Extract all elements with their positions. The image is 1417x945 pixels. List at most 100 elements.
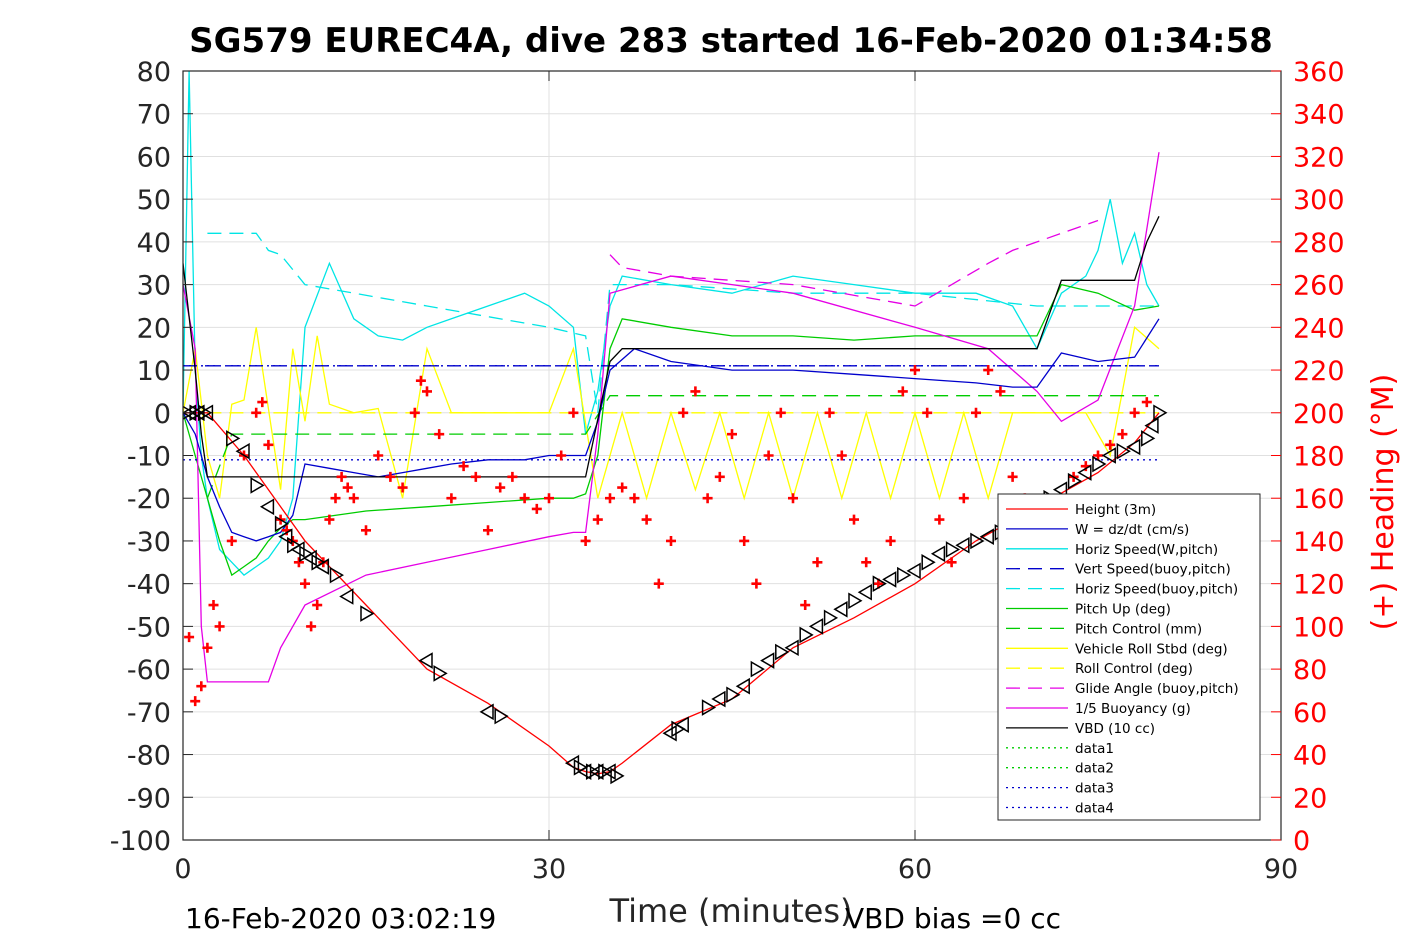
- height-marker: [226, 430, 241, 447]
- heading-point: [751, 578, 762, 589]
- heading-point: [415, 375, 426, 386]
- x-tick-label: 0: [174, 854, 191, 885]
- heading-point: [190, 696, 201, 707]
- legend-entry: Roll Control (deg): [1075, 661, 1193, 677]
- heading-point: [306, 621, 317, 632]
- footer-vbd-bias: VBD bias =0 cc: [845, 902, 1061, 935]
- ticks: 0 30 60 9080706050403020100-10-20-30-40-50-…: [110, 57, 1345, 885]
- heading-point: [196, 681, 207, 692]
- legend-entry: Height (3m): [1075, 502, 1156, 518]
- legend-entry: W = dz/dt (cm/s): [1075, 522, 1189, 538]
- height-marker: [183, 404, 197, 422]
- y-tick-label: 50: [137, 185, 171, 216]
- heading-point: [617, 482, 628, 493]
- y-tick-label: 10: [137, 356, 171, 387]
- heading-point: [702, 493, 713, 504]
- heading-point: [958, 493, 969, 504]
- heading-point: [348, 493, 359, 504]
- heading-point: [897, 386, 908, 397]
- y-right-tick-label: 20: [1293, 783, 1327, 814]
- heading-point: [507, 471, 518, 482]
- heading-point: [409, 407, 420, 418]
- y-right-tick-label: 100: [1293, 612, 1345, 643]
- height-marker: [1144, 417, 1159, 434]
- y-right-tick-label: 220: [1293, 356, 1345, 387]
- height-marker: [674, 716, 689, 733]
- height-marker: [190, 404, 205, 422]
- height-marker: [979, 528, 994, 545]
- height-marker: [750, 660, 765, 678]
- legend-entry: Vert Speed(buoy,pitch): [1075, 562, 1231, 578]
- heading-point: [324, 514, 335, 525]
- heading-point: [788, 493, 798, 504]
- height-marker: [930, 545, 946, 563]
- heading-point: [342, 482, 353, 493]
- y-right-tick-label: 360: [1293, 57, 1345, 88]
- legend-entry: Horiz Speed(W,pitch): [1075, 542, 1218, 558]
- heading-point: [257, 397, 268, 408]
- height-marker: [598, 763, 613, 780]
- heading-point: [251, 407, 262, 418]
- y-right-tick-label: 240: [1293, 313, 1345, 344]
- y-tick-label: 40: [137, 228, 171, 259]
- y-right-tick-label: 300: [1293, 185, 1345, 216]
- y-tick-label: 0: [154, 399, 171, 430]
- heading-point: [861, 557, 872, 568]
- height-marker: [808, 618, 824, 635]
- heading-point: [568, 407, 579, 418]
- heading-point: [1007, 471, 1018, 482]
- height-marker: [259, 498, 275, 516]
- height-marker: [1126, 438, 1141, 456]
- series-line-5: [183, 283, 1160, 577]
- heading-point: [922, 407, 933, 418]
- legend-entry: VBD (10 cc): [1075, 721, 1155, 737]
- y-tick-label: -50: [127, 612, 171, 643]
- heading-point: [812, 557, 823, 568]
- height-marker: [848, 592, 863, 610]
- heading-point: [330, 493, 341, 504]
- heading-point: [446, 493, 457, 504]
- heading-point: [226, 535, 237, 546]
- y-right-tick-label: 260: [1293, 271, 1345, 302]
- height-marker: [906, 562, 921, 580]
- height-marker: [1141, 430, 1156, 447]
- height-marker: [833, 600, 848, 618]
- heading-point: [739, 535, 750, 546]
- height-marker: [235, 442, 250, 460]
- x-tick-label: 90: [1264, 854, 1298, 885]
- height-marker: [955, 536, 970, 554]
- heading-point: [678, 407, 689, 418]
- legend-entry: data1: [1075, 741, 1114, 757]
- heading-point: [519, 493, 530, 504]
- heading-point: [885, 535, 896, 546]
- height-marker: [1116, 442, 1131, 460]
- heading-point: [336, 471, 347, 482]
- series-line-9: [609, 219, 1099, 307]
- heading-point: [690, 386, 701, 397]
- y-tick-label: 80: [137, 57, 171, 88]
- series-line-11: [183, 216, 1160, 478]
- height-marker: [735, 677, 750, 695]
- y-tick-label: 60: [137, 142, 171, 173]
- legend-entry: Horiz Speed(buoy,pitch): [1075, 582, 1238, 598]
- heading-point: [1117, 429, 1128, 440]
- heading-point: [983, 365, 994, 376]
- height-marker: [857, 583, 872, 601]
- heading-point: [214, 621, 225, 632]
- y-tick-label: -10: [127, 442, 171, 473]
- y-tick-label: 30: [137, 271, 171, 302]
- legend-entry: 1/5 Buoyancy (g): [1075, 701, 1191, 717]
- height-marker: [610, 767, 625, 785]
- right-axis-label: (+) Heading (°M): [1366, 374, 1401, 631]
- heading-point: [208, 600, 219, 611]
- heading-point: [373, 450, 384, 461]
- y-tick-label: -90: [127, 783, 171, 814]
- heading-point: [312, 600, 323, 611]
- heading-point: [544, 493, 554, 504]
- y-right-tick-label: 80: [1293, 655, 1327, 686]
- series-line-7: [183, 326, 1160, 501]
- height-marker: [701, 699, 717, 716]
- heading-point: [300, 578, 310, 589]
- heading-point: [727, 429, 737, 440]
